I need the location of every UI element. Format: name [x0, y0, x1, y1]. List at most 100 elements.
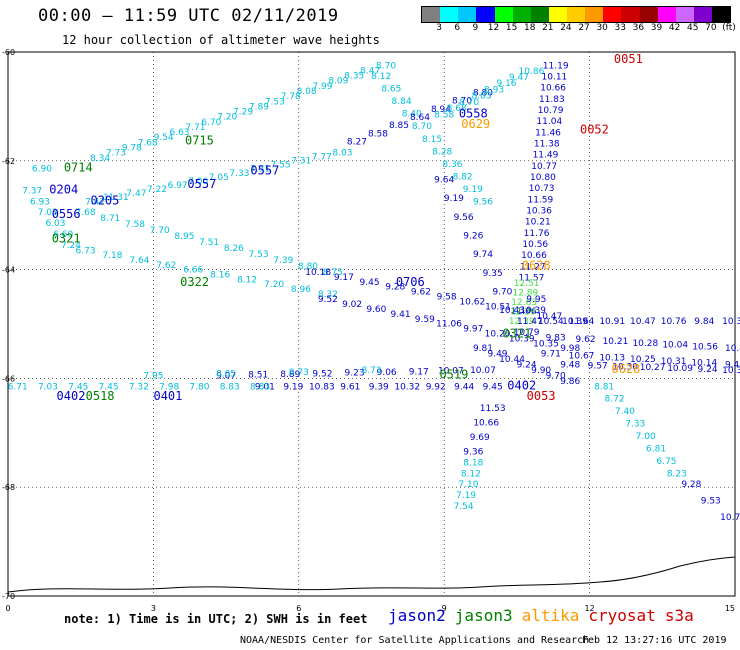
- wave-height-label: 8.23: [667, 469, 687, 479]
- wave-height-label: 7.29: [233, 108, 253, 118]
- colorbar-swatch: [621, 7, 640, 22]
- wave-height-label: 11.04: [536, 117, 562, 127]
- wave-height-label: 7.45: [99, 382, 119, 392]
- colorbar-label: 21: [542, 23, 554, 33]
- track-time-label: 0518: [86, 389, 115, 403]
- wave-height-label: 10.04: [662, 341, 688, 351]
- colorbar-label: 45: [687, 23, 699, 33]
- wave-height-label: 7.98: [159, 382, 179, 392]
- wave-height-label: 6.97: [168, 181, 188, 191]
- wave-height-label: 10.67: [569, 351, 595, 361]
- wave-height-label: 7.71: [185, 123, 205, 133]
- map-subtitle: 12 hour collection of altimeter wave hei…: [62, 33, 380, 47]
- wave-height-label: 9.62: [576, 335, 596, 345]
- wave-height-label: 8.70: [452, 97, 472, 107]
- track-time-label: 0557: [250, 163, 279, 177]
- wave-height-label: 8.09: [328, 77, 348, 87]
- wave-height-label: 7.64: [129, 256, 149, 266]
- wave-height-label: 7.10: [458, 480, 478, 490]
- wave-height-label: 8.64: [410, 113, 430, 123]
- wave-height-label: 9.61: [340, 382, 360, 392]
- wave-height-label: 10.39: [562, 317, 588, 327]
- wave-height-label: 8.08: [297, 87, 317, 97]
- wave-height-label: 9.45: [483, 382, 503, 392]
- wave-height-label: 9.52: [312, 369, 332, 379]
- wave-height-label: 8.70: [376, 61, 396, 71]
- wave-height-label: 10.36: [526, 206, 552, 216]
- wave-height-label: 8.34: [90, 154, 110, 164]
- wave-height-label: 10.07: [470, 366, 496, 376]
- wave-height-label: 11.47: [517, 317, 543, 327]
- wave-height-label: 8.40: [402, 110, 422, 120]
- colorbar-label: 27: [578, 23, 590, 33]
- wave-height-label: 9.01: [255, 382, 275, 392]
- wave-height-label: 10.54: [538, 317, 564, 327]
- colorbar-swatch: [494, 7, 513, 22]
- wave-height-label: 8.35: [344, 72, 364, 82]
- wave-height-label: 7.31: [291, 157, 311, 167]
- wave-height-label: 9.02: [342, 300, 362, 310]
- wave-height-label: 10.80: [530, 173, 556, 183]
- wave-height-label: 7.03: [38, 382, 58, 392]
- y-tick-label: -70: [2, 592, 15, 601]
- wave-height-label: 8.72: [605, 395, 625, 405]
- colorbar-label: 39: [650, 23, 663, 33]
- wave-height-label: 10.47: [536, 312, 562, 322]
- wave-height-label: 11.46: [535, 128, 561, 138]
- wave-height-label: 11.53: [480, 404, 506, 414]
- wave-height-label: 9.16: [496, 79, 516, 89]
- wave-height-label: 8.03: [332, 148, 352, 158]
- wave-height-label: 8.12: [461, 469, 481, 479]
- wave-height-label: 7.42: [85, 197, 105, 207]
- wave-height-label: 10.76: [661, 317, 687, 327]
- wave-height-label: 9.86: [560, 377, 580, 387]
- track-time-label: 0402: [507, 378, 536, 392]
- wave-height-label: 6.60: [53, 230, 73, 240]
- wave-height-label: 9.35: [483, 269, 503, 279]
- wave-height-label: 10.79: [538, 106, 564, 116]
- colorbar-label: 9: [472, 23, 479, 33]
- colorbar-label: (ft): [722, 23, 736, 33]
- coastline: [7, 556, 736, 593]
- wave-height-label: 9.57: [588, 361, 608, 371]
- wave-height-label: 7.80: [189, 382, 209, 392]
- wave-height-label: 6.70: [201, 118, 221, 128]
- wave-height-label: 9.06: [377, 368, 397, 378]
- wave-height-label: 10.21: [603, 337, 629, 347]
- credit-organization: NOAA/NESDIS Center for Satellite Applica…: [240, 635, 590, 646]
- wave-height-label: 8.28: [432, 147, 452, 157]
- wave-height-label: 8.05: [216, 370, 236, 380]
- wave-height-label: 6.66: [183, 266, 203, 276]
- map-frame: [7, 51, 736, 597]
- track-time-label: 0706: [396, 275, 425, 289]
- colorbar-swatch: [639, 7, 658, 22]
- colorbar-label: 36: [632, 23, 645, 33]
- wave-height-label: 9.17: [334, 273, 354, 283]
- wave-height-label: 9.19: [444, 194, 464, 204]
- track-time-label: 0628: [611, 362, 640, 376]
- wave-height-label: 9.59: [415, 315, 435, 325]
- wave-height-label: 9.24: [517, 361, 537, 371]
- wave-height-label: 9.24: [698, 365, 718, 375]
- wave-height-label: 10.37: [722, 317, 740, 327]
- wave-height-label: 10.18: [305, 268, 331, 278]
- wave-height-label: 10.11: [542, 72, 568, 82]
- wave-height-label: 8.75: [323, 268, 343, 278]
- wave-height-label: 7.00: [188, 177, 208, 187]
- wave-height-label: 9.95: [526, 295, 546, 305]
- wave-height-label: 6.90: [32, 165, 52, 175]
- x-tick-label: 3: [151, 604, 156, 613]
- colorbar-swatch: [675, 7, 694, 22]
- colorbar-swatch: [657, 7, 676, 22]
- y-tick-label: -62: [2, 157, 15, 166]
- track-time-label: 0402: [57, 389, 86, 403]
- wave-height-label: 7.18: [102, 251, 122, 261]
- wave-height-label: 8.80: [298, 262, 318, 272]
- wave-height-label: 8.71: [100, 214, 120, 224]
- axis-ticks: 0 3 6 9 12 15 -60 -62 -64 -66 -68 -70: [2, 48, 735, 613]
- colorbar-swatch: [512, 7, 531, 22]
- track-time-label: 0556: [52, 207, 81, 221]
- wave-height-label: 10.21: [525, 218, 551, 228]
- wave-height-label: 7.78: [281, 92, 301, 102]
